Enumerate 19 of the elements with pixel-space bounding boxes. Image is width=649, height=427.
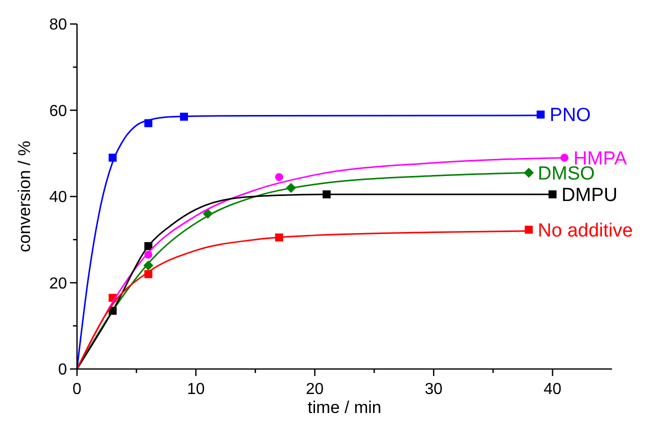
- x-tick-label: 40: [544, 381, 562, 398]
- y-tick-label: 60: [49, 102, 68, 120]
- x-tick-label: 30: [424, 381, 443, 398]
- series-label: No additive: [538, 220, 633, 242]
- series-label: DMPU: [562, 184, 618, 206]
- x-axis-title: time / min: [308, 398, 382, 417]
- y-tick-label: 80: [49, 16, 68, 34]
- y-tick-label: 0: [58, 362, 68, 379]
- series-label: PNO: [550, 105, 591, 126]
- x-tick-label: 20: [306, 381, 324, 398]
- point: [275, 173, 284, 182]
- y-tick-label: 40: [49, 189, 68, 206]
- x-tick-label: 10: [186, 381, 205, 398]
- point: [536, 110, 545, 119]
- x-tick-label: 0: [72, 381, 82, 398]
- y-axis-title: conversion / %: [15, 140, 34, 252]
- point: [548, 190, 557, 198]
- y-tick-label: 20: [49, 275, 68, 292]
- point: [524, 226, 533, 234]
